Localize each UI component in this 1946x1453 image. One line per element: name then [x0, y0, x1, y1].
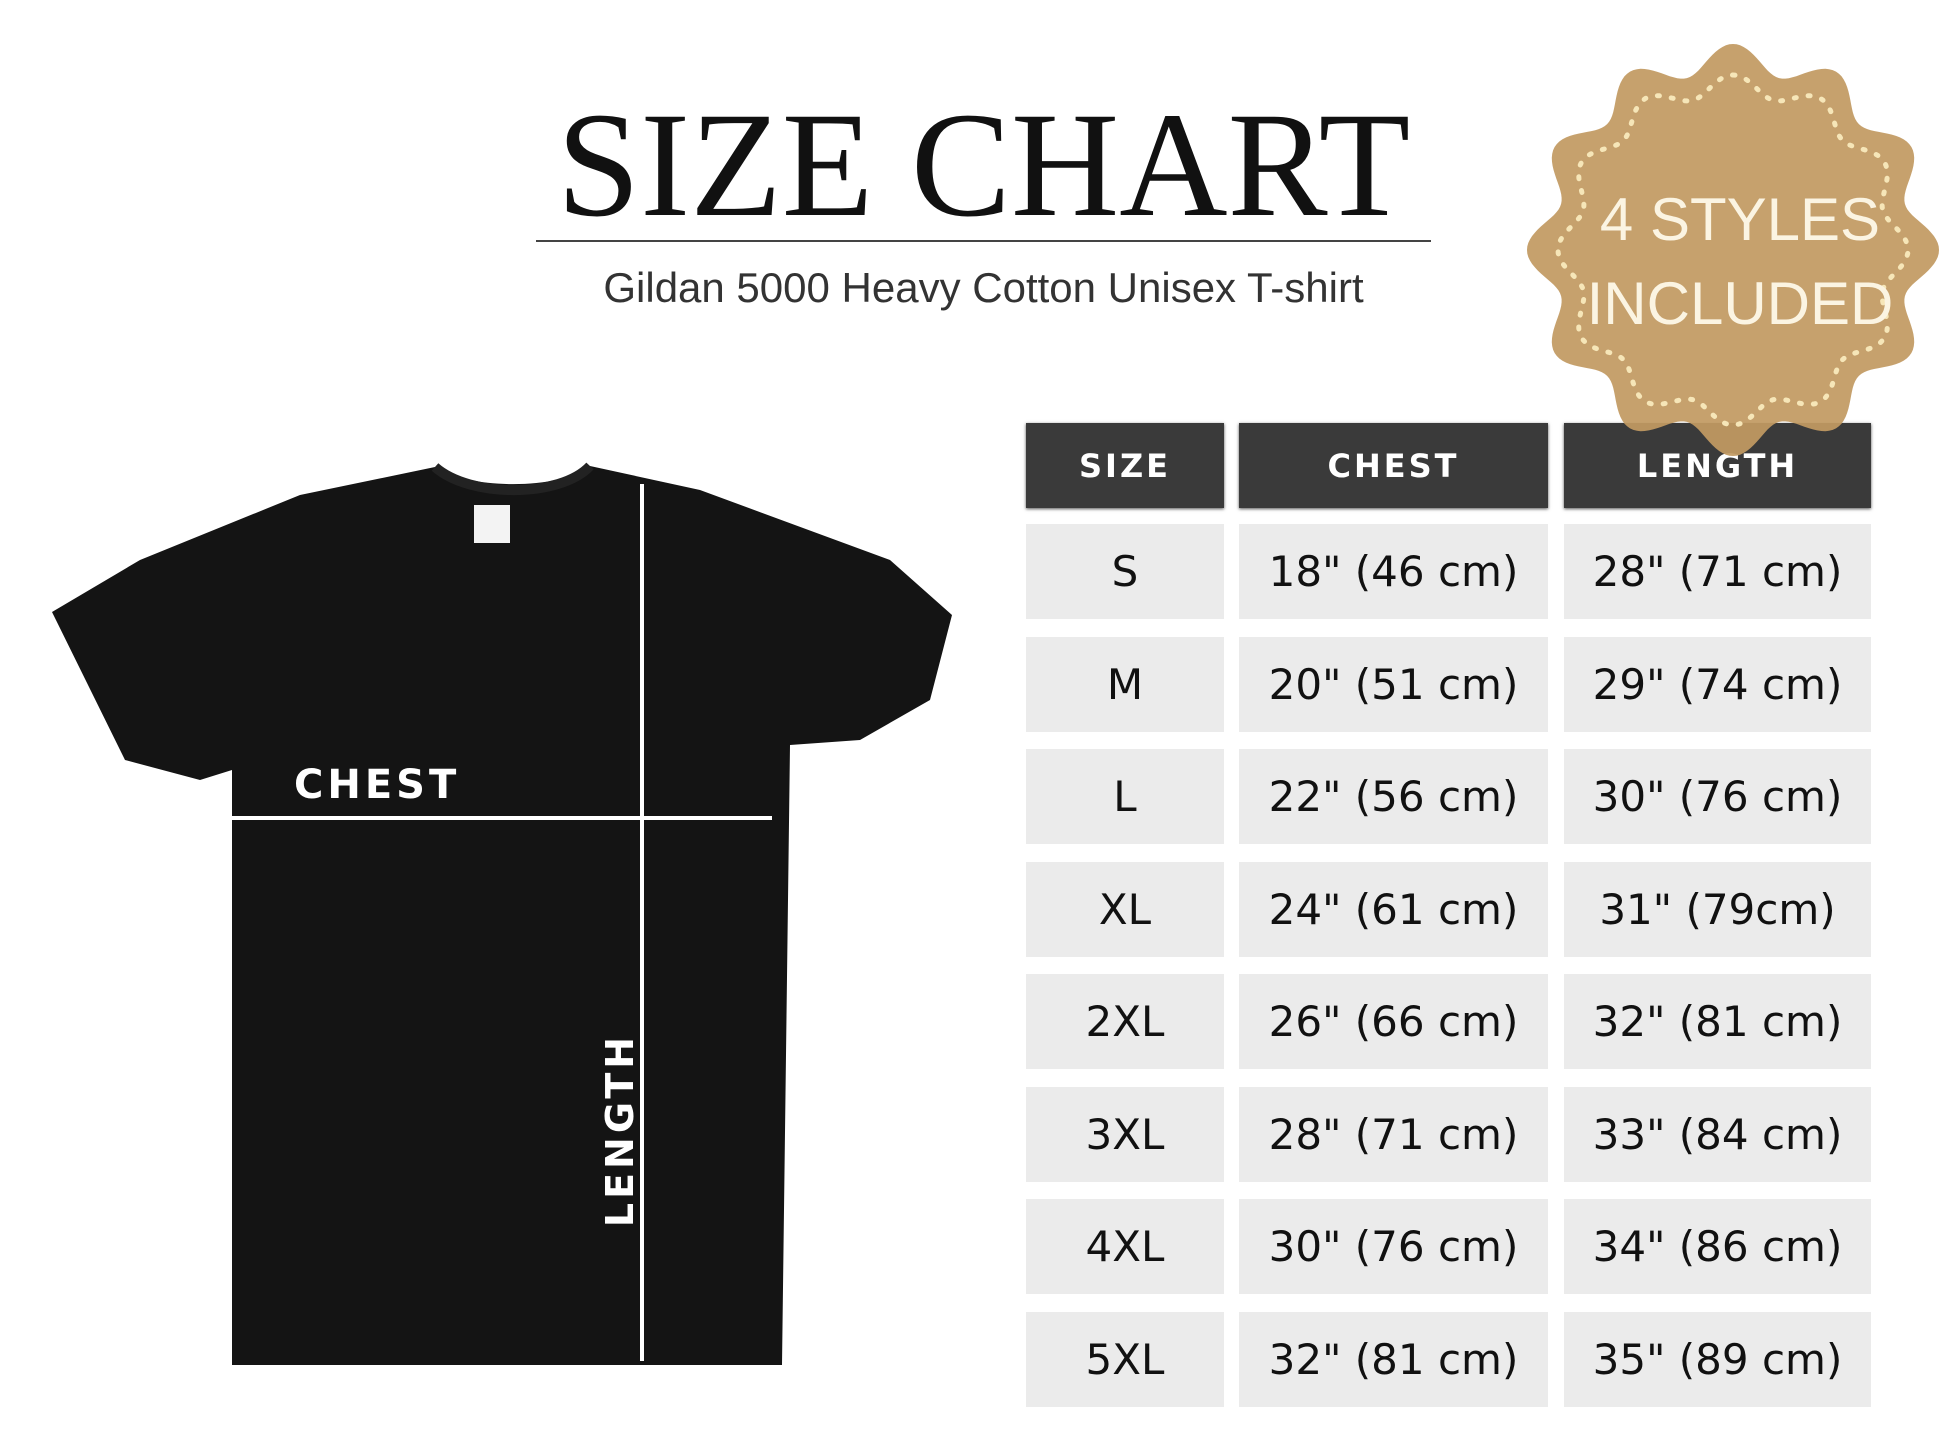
- header-chest: CHEST: [1239, 423, 1548, 508]
- subtitle: Gildan 5000 Heavy Cotton Unisex T-shirt: [603, 264, 1364, 311]
- size-cell: XL: [1026, 861, 1224, 957]
- title-divider: [536, 240, 1431, 242]
- chest-cell: 22" (56 cm): [1239, 749, 1548, 844]
- length-cell: 32" (81 cm): [1564, 974, 1871, 1069]
- length-cell: 35" (89 cm): [1564, 1311, 1871, 1407]
- chest-cell: 18" (46 cm): [1239, 524, 1548, 619]
- length-cell: 29" (74 cm): [1564, 636, 1871, 732]
- badge-line-2: INCLUDED: [1586, 270, 1894, 337]
- chest-label: CHEST: [294, 762, 461, 808]
- length-cell: 33" (84 cm): [1564, 1086, 1871, 1182]
- size-cell: 3XL: [1026, 1086, 1224, 1182]
- size-cell: S: [1026, 524, 1224, 619]
- header-size: SIZE: [1026, 423, 1224, 508]
- page-title: SIZE CHART: [556, 82, 1411, 248]
- tshirt-tag: [474, 505, 510, 543]
- size-cell: M: [1026, 636, 1224, 732]
- chest-cell: 24" (61 cm): [1239, 861, 1548, 957]
- badge-text: 4 STYLES INCLUDED: [1560, 178, 1920, 346]
- tshirt-body: [52, 466, 952, 1365]
- chest-cell: 28" (71 cm): [1239, 1086, 1548, 1182]
- length-label: LENGTH: [598, 1032, 642, 1228]
- subtitle-container: Gildan 5000 Heavy Cotton Unisex T-shirt: [536, 264, 1431, 312]
- size-cell: L: [1026, 749, 1224, 844]
- size-cell: 5XL: [1026, 1311, 1224, 1407]
- badge-shape: [1527, 44, 1939, 456]
- styles-badge: [1527, 44, 1939, 456]
- chest-cell: 20" (51 cm): [1239, 636, 1548, 732]
- size-cell: 4XL: [1026, 1199, 1224, 1294]
- badge-dotted-border: [1555, 72, 1911, 428]
- length-cell: 34" (86 cm): [1564, 1199, 1871, 1294]
- length-cell: 28" (71 cm): [1564, 524, 1871, 619]
- length-cell: 31" (79cm): [1564, 861, 1871, 957]
- size-cell: 2XL: [1026, 974, 1224, 1069]
- tshirt-collar: [431, 462, 594, 496]
- length-cell: 30" (76 cm): [1564, 749, 1871, 844]
- chest-cell: 30" (76 cm): [1239, 1199, 1548, 1294]
- badge-line-1: 4 STYLES: [1599, 186, 1881, 253]
- chest-cell: 26" (66 cm): [1239, 974, 1548, 1069]
- tshirt-illustration: [52, 462, 952, 1365]
- title-container: SIZE CHART: [536, 90, 1431, 240]
- chest-cell: 32" (81 cm): [1239, 1311, 1548, 1407]
